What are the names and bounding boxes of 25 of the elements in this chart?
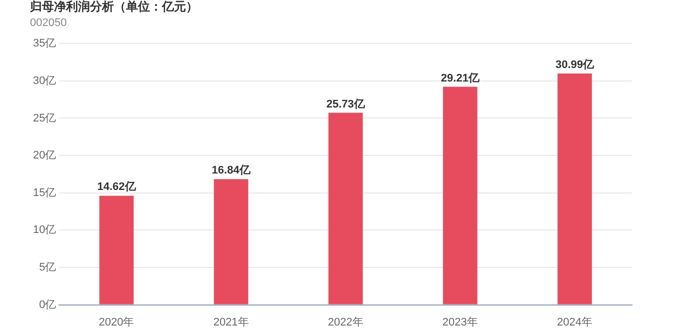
y-tick-label: 0亿 <box>39 298 56 311</box>
data-label: 16.84亿 <box>212 164 252 177</box>
x-tick-label: 2022年 <box>328 316 364 328</box>
bar <box>99 196 134 304</box>
y-tick-label: 25亿 <box>32 112 56 124</box>
data-label: 29.21亿 <box>440 72 480 84</box>
y-tick-label: 5亿 <box>39 262 56 274</box>
y-tick-label: 35亿 <box>32 38 56 50</box>
x-tick-label: 2024年 <box>556 316 592 328</box>
chart-subtitle: 002050 <box>30 17 67 30</box>
bar <box>558 74 592 304</box>
data-label: 25.73亿 <box>326 98 366 110</box>
data-label: 30.99亿 <box>555 59 595 72</box>
y-tick-label: 30亿 <box>32 74 56 87</box>
y-tick-label: 10亿 <box>32 224 56 236</box>
bar <box>328 112 363 304</box>
data-label: 14.62亿 <box>97 181 137 194</box>
bar <box>214 179 248 304</box>
bar <box>442 86 478 304</box>
chart-title: 归母净利润分析（单位：亿元） <box>29 0 198 14</box>
y-tick-label: 15亿 <box>32 186 56 199</box>
x-tick-label: 2023年 <box>442 316 478 328</box>
y-tick-label: 20亿 <box>32 150 56 162</box>
x-tick-label: 2021年 <box>213 316 249 328</box>
x-tick-label: 2020年 <box>98 316 134 328</box>
